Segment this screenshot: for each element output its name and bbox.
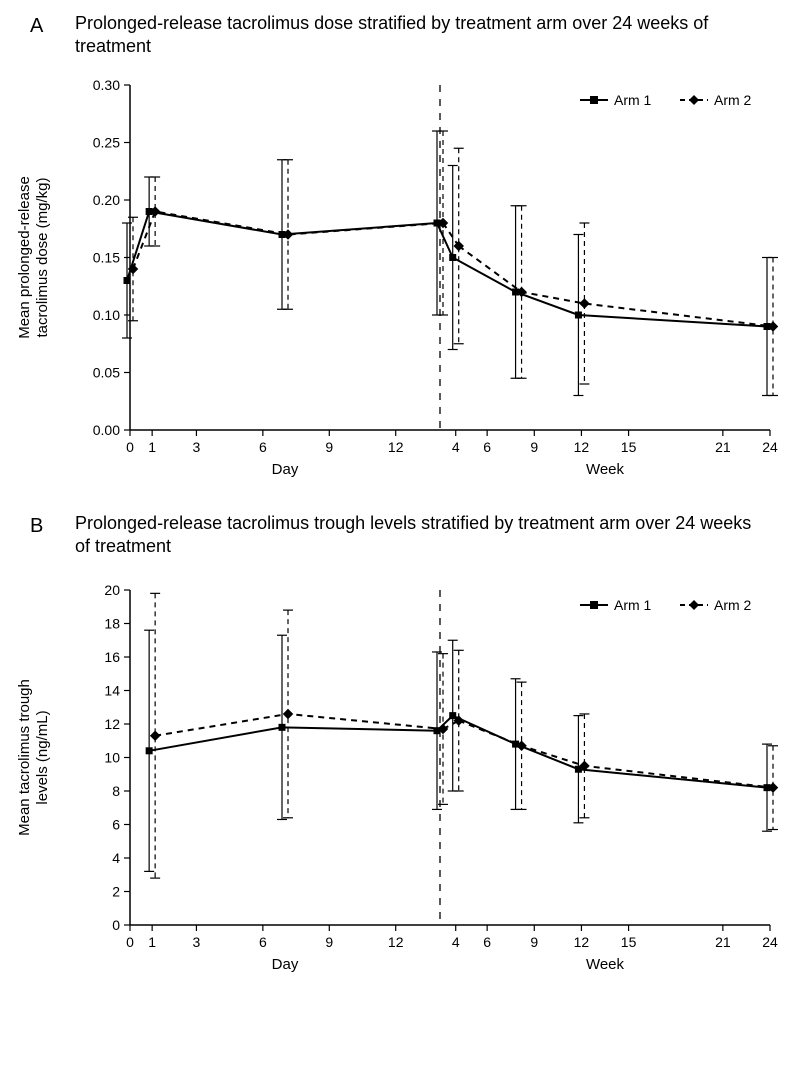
svg-text:21: 21 [715, 934, 731, 950]
svg-text:0.20: 0.20 [93, 192, 120, 208]
svg-text:4: 4 [452, 439, 460, 455]
svg-text:1: 1 [148, 439, 156, 455]
svg-text:6: 6 [483, 439, 491, 455]
svg-text:6: 6 [112, 817, 120, 833]
svg-text:9: 9 [325, 934, 333, 950]
svg-text:2: 2 [112, 884, 120, 900]
svg-text:10: 10 [104, 750, 120, 766]
svg-text:Mean prolonged-release: Mean prolonged-release [16, 176, 33, 339]
svg-text:12: 12 [574, 439, 590, 455]
svg-text:1: 1 [148, 934, 156, 950]
svg-text:14: 14 [104, 683, 120, 699]
svg-text:6: 6 [259, 934, 267, 950]
svg-text:24: 24 [762, 439, 778, 455]
svg-text:Arm 1: Arm 1 [614, 92, 652, 108]
svg-text:21: 21 [715, 439, 731, 455]
svg-text:12: 12 [574, 934, 590, 950]
svg-text:Arm 1: Arm 1 [614, 597, 652, 613]
svg-text:15: 15 [621, 934, 637, 950]
svg-text:0: 0 [126, 934, 134, 950]
svg-text:15: 15 [621, 439, 637, 455]
svg-text:9: 9 [325, 439, 333, 455]
svg-text:Day: Day [272, 461, 299, 478]
panel-a-svg: 0.00 0.05 0.10 0.15 0.20 0.25 0.30 01 3 6 9 12 4 6 9 12… [10, 10, 790, 480]
svg-text:tacrolimus dose (mg/kg): tacrolimus dose (mg/kg) [34, 177, 51, 337]
svg-text:Arm 2: Arm 2 [714, 92, 752, 108]
svg-text:6: 6 [259, 439, 267, 455]
svg-text:4: 4 [112, 850, 120, 866]
svg-text:6: 6 [483, 934, 491, 950]
svg-text:18: 18 [104, 616, 120, 632]
svg-text:12: 12 [104, 716, 120, 732]
svg-text:Week: Week [586, 956, 625, 973]
svg-text:levels (ng/mL): levels (ng/mL) [34, 710, 51, 804]
panel-a: A Prolonged-release tacrolimus dose stra… [10, 10, 790, 480]
svg-text:12: 12 [388, 934, 404, 950]
svg-text:0.15: 0.15 [93, 250, 120, 266]
svg-text:20: 20 [104, 582, 120, 598]
svg-text:0: 0 [126, 439, 134, 455]
svg-text:0.10: 0.10 [93, 307, 120, 323]
svg-text:4: 4 [452, 934, 460, 950]
svg-text:16: 16 [104, 649, 120, 665]
panel-b-chart: 02468101214161820013691246912152124DayWe… [10, 510, 790, 980]
svg-text:Week: Week [586, 461, 625, 478]
svg-text:9: 9 [530, 934, 538, 950]
svg-text:Arm 2: Arm 2 [714, 597, 752, 613]
svg-text:0.25: 0.25 [93, 135, 120, 151]
svg-text:3: 3 [193, 934, 201, 950]
svg-text:3: 3 [193, 439, 201, 455]
panel-b: B Prolonged-release tacrolimus trough le… [10, 510, 790, 980]
svg-text:8: 8 [112, 783, 120, 799]
panel-b-svg: 02468101214161820013691246912152124DayWe… [10, 510, 790, 980]
svg-text:24: 24 [762, 934, 778, 950]
svg-text:Day: Day [272, 956, 299, 973]
svg-text:12: 12 [388, 439, 404, 455]
figure: A Prolonged-release tacrolimus dose stra… [0, 0, 800, 1020]
svg-text:0: 0 [112, 917, 120, 933]
svg-text:Mean tacrolimus trough: Mean tacrolimus trough [16, 679, 33, 836]
panel-a-chart: 0.00 0.05 0.10 0.15 0.20 0.25 0.30 01 3 6 9 12 4 6 9 12… [10, 10, 790, 480]
svg-text:0.00: 0.00 [93, 422, 120, 438]
svg-text:9: 9 [530, 439, 538, 455]
svg-text:0.30: 0.30 [93, 77, 120, 93]
svg-text:0.05: 0.05 [93, 365, 120, 381]
